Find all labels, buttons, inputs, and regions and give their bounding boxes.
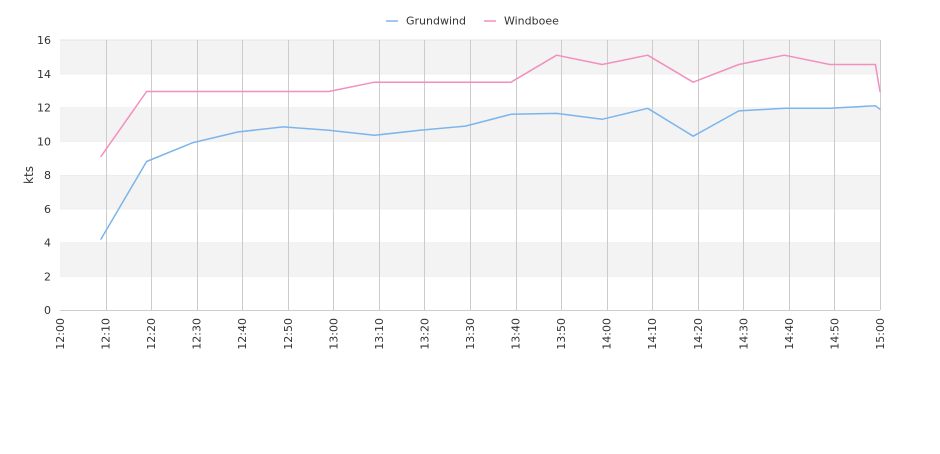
y-tick-label: 6 bbox=[44, 203, 51, 216]
y-tick-label: 16 bbox=[37, 34, 51, 47]
x-tick-label: 14:10 bbox=[646, 318, 659, 350]
x-tick-label: 13:50 bbox=[555, 318, 568, 350]
legend: Grundwind Windboee bbox=[386, 15, 559, 28]
x-tick-label: 13:40 bbox=[510, 318, 523, 350]
x-axis: 12:00 12:10 12:20 12:30 12:40 12:50 13:00 13:10… bbox=[54, 310, 887, 350]
x-tick-label: 15:00 bbox=[874, 318, 887, 350]
y-tick-label: 0 bbox=[44, 304, 51, 317]
series-lines bbox=[100, 54, 881, 240]
x-tick-label: 13:20 bbox=[418, 318, 431, 350]
series-line-windboee bbox=[100, 54, 881, 158]
y-axis: 0 2 4 6 8 10 12 14 16 bbox=[37, 34, 51, 317]
x-tick-label: 12:10 bbox=[100, 318, 113, 350]
vertical-gridlines bbox=[106, 40, 881, 310]
y-tick-label: 4 bbox=[44, 237, 51, 250]
y-axis-label: kts bbox=[22, 166, 36, 184]
x-tick-label: 12:00 bbox=[54, 318, 67, 350]
x-tick-label: 12:50 bbox=[282, 318, 295, 350]
x-tick-label: 14:00 bbox=[601, 318, 614, 350]
y-tick-label: 12 bbox=[37, 102, 51, 115]
y-tick-label: 2 bbox=[44, 270, 51, 283]
x-tick-label: 14:30 bbox=[737, 318, 750, 350]
x-tick-label: 12:40 bbox=[236, 318, 249, 350]
legend-label-windboee: Windboee bbox=[504, 15, 559, 28]
x-tick-label: 13:30 bbox=[464, 318, 477, 350]
x-tick-label: 13:10 bbox=[373, 318, 386, 350]
y-tick-label: 10 bbox=[37, 135, 51, 148]
x-tick-label: 14:50 bbox=[828, 318, 841, 350]
y-tick-label: 8 bbox=[44, 169, 51, 182]
x-tick-label: 13:00 bbox=[327, 318, 340, 350]
x-tick-label: 14:40 bbox=[783, 318, 796, 350]
x-tick-label: 12:30 bbox=[191, 318, 204, 350]
legend-label-grundwind: Grundwind bbox=[406, 15, 466, 28]
x-tick-label: 14:20 bbox=[692, 318, 705, 350]
series-line-grundwind bbox=[100, 105, 881, 240]
x-tick-label: 12:20 bbox=[145, 318, 158, 350]
y-tick-label: 14 bbox=[37, 68, 51, 81]
